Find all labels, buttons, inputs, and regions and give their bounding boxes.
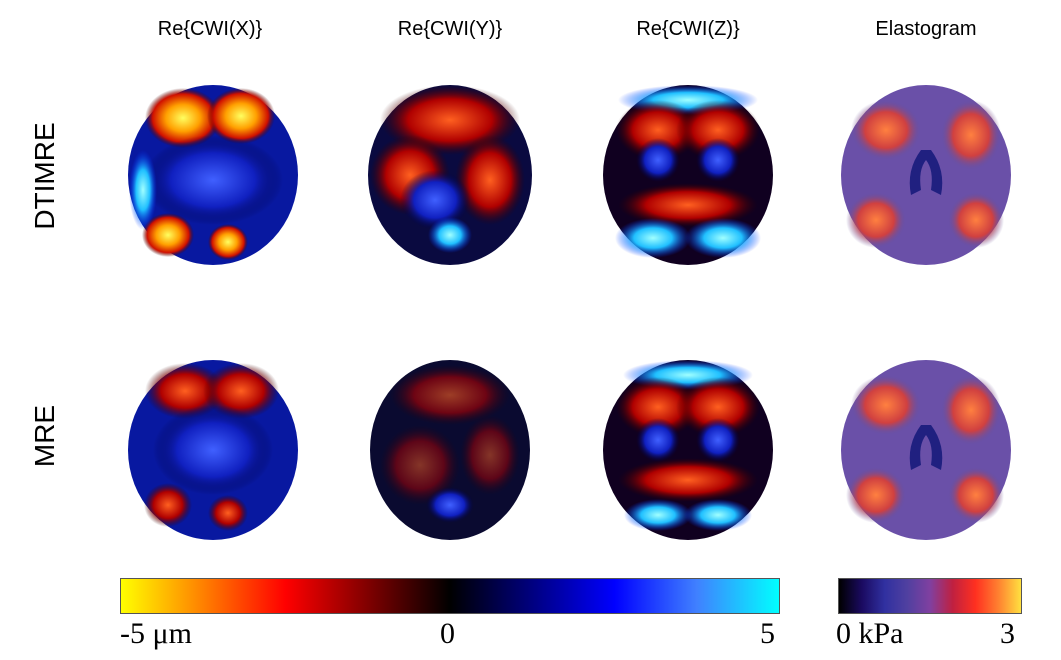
- wave-colorbar-max-label: 5: [760, 617, 775, 650]
- panel-mre-cwi-x: [113, 355, 313, 545]
- panel-mre-cwi-z: [588, 355, 788, 545]
- wave-colorbar-min-label: -5 μm: [120, 617, 192, 650]
- column-title-elastogram: Elastogram: [875, 18, 977, 40]
- column-title-cwi-y: Re{CWI(Y)}: [397, 18, 503, 40]
- brain-wave-image: [368, 85, 532, 265]
- wave-colorbar: [120, 578, 780, 614]
- brain-wave-image: [128, 360, 298, 540]
- panel-mre-cwi-y: [350, 355, 550, 545]
- row-label-mre: MRE: [29, 404, 60, 468]
- wave-colorbar-mid-label: 0: [440, 617, 455, 650]
- column-title-cwi-z: Re{CWI(Z)}: [636, 18, 740, 40]
- stiffness-colorbar: [838, 578, 1022, 614]
- brain-wave-image: [128, 85, 298, 265]
- stiffness-colorbar-min-label: 0 kPa: [836, 617, 904, 650]
- panel-mre-elastogram: [826, 355, 1026, 545]
- panel-dtimre-cwi-y: [350, 80, 550, 270]
- brain-wave-image: [603, 360, 773, 540]
- brain-stiffness-image: [841, 85, 1011, 265]
- column-title-cwi-x: Re{CWI(X)}: [157, 18, 263, 40]
- brain-wave-image: [370, 360, 530, 540]
- row-label-dtimre: DTIMRE: [29, 122, 60, 230]
- brain-stiffness-image: [841, 360, 1011, 540]
- panel-dtimre-elastogram: [826, 80, 1026, 270]
- brain-wave-image: [603, 85, 773, 265]
- panel-dtimre-cwi-x: [113, 80, 313, 270]
- stiffness-colorbar-max-label: 3: [1000, 617, 1015, 650]
- panel-dtimre-cwi-z: [588, 80, 788, 270]
